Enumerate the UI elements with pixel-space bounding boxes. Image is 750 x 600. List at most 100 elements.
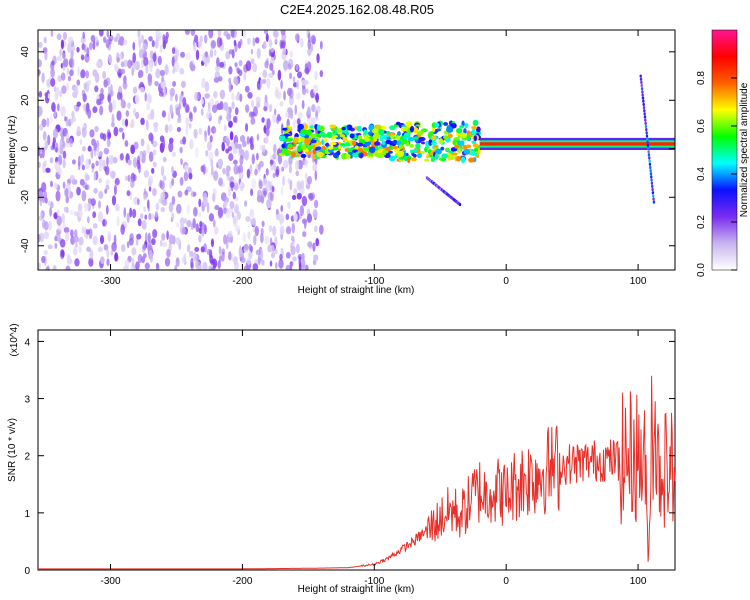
noise-cell <box>47 134 51 146</box>
noise-cell <box>174 264 178 270</box>
noise-cell <box>195 147 199 159</box>
noise-cell <box>209 49 214 59</box>
noise-cell <box>234 203 240 214</box>
noise-cell <box>138 48 144 59</box>
noise-cell <box>120 61 125 68</box>
noise-cell <box>296 92 301 100</box>
noise-cell <box>42 131 47 141</box>
noise-cell <box>282 47 287 56</box>
noise-cell <box>171 56 175 67</box>
noise-cell <box>307 175 313 185</box>
colorbar-scale <box>711 29 738 271</box>
noise-cell <box>193 128 198 139</box>
noise-cell <box>114 65 119 72</box>
noise-cell <box>287 201 291 209</box>
noise-cell <box>265 33 269 43</box>
noise-cell <box>227 186 232 197</box>
noise-cell <box>302 159 308 165</box>
noise-cell <box>90 148 94 159</box>
noise-cell <box>229 131 234 141</box>
band-cell <box>296 153 301 158</box>
noise-cell <box>162 156 167 163</box>
noise-cell <box>120 99 126 109</box>
noise-cell <box>142 43 148 50</box>
band-cell <box>407 157 411 164</box>
noise-cell <box>147 73 153 82</box>
noise-cell <box>41 118 47 128</box>
noise-cell <box>261 259 265 266</box>
noise-cell <box>222 101 229 111</box>
noise-cell <box>232 191 236 200</box>
noise-cell <box>216 57 220 68</box>
band-cell <box>464 122 469 129</box>
noise-cell <box>245 104 250 113</box>
noise-cell <box>245 215 251 222</box>
noise-cell <box>88 42 93 51</box>
noise-cell <box>81 164 86 171</box>
band-cell <box>382 148 387 156</box>
noise-cell <box>159 44 163 53</box>
noise-cell <box>228 81 233 93</box>
noise-cell <box>87 145 92 152</box>
noise-cell <box>92 106 98 114</box>
noise-cell <box>171 195 176 205</box>
noise-cell <box>210 259 215 265</box>
colorbar-tick-label: 0.0 <box>696 263 707 277</box>
noise-cell <box>175 222 180 228</box>
noise-cell <box>308 193 314 201</box>
noise-cell <box>280 30 286 36</box>
noise-cell <box>276 91 282 100</box>
noise-cell <box>305 88 309 94</box>
noise-cell <box>71 159 76 165</box>
band-cell <box>471 128 476 135</box>
noise-cell <box>180 51 186 58</box>
noise-cell <box>148 175 154 185</box>
noise-cell <box>285 264 292 270</box>
noise-cell <box>82 31 86 40</box>
noise-cell <box>159 239 163 248</box>
noise-cell <box>279 225 285 236</box>
noise-cell <box>213 226 219 235</box>
noise-cell <box>313 199 319 209</box>
noise-cell <box>217 207 224 218</box>
noise-cell <box>249 143 255 151</box>
noise-cell <box>225 135 230 142</box>
noise-cell <box>169 95 173 102</box>
noise-cell <box>41 219 46 229</box>
streak-cell <box>458 202 462 207</box>
noise-cell <box>103 147 110 155</box>
noise-cell <box>151 167 155 174</box>
noise-cell <box>295 159 300 171</box>
noise-cell <box>122 118 126 127</box>
streak-cell <box>650 181 654 185</box>
noise-cell <box>250 188 254 197</box>
x-tick-label: -100 <box>364 576 384 587</box>
noise-cell <box>295 243 300 254</box>
noise-cell <box>69 209 74 216</box>
noise-cell <box>274 35 278 44</box>
noise-cell <box>268 49 272 57</box>
noise-cell <box>89 249 94 261</box>
snr-frame <box>37 329 676 571</box>
noise-cell <box>316 105 321 114</box>
band-cell <box>287 143 293 148</box>
noise-cell <box>185 116 190 127</box>
band-cell <box>379 135 384 142</box>
colorbar-tick-label: 0.8 <box>696 71 707 85</box>
noise-cell <box>52 128 59 139</box>
x-tick-label: -300 <box>101 576 121 587</box>
streak-cell <box>644 121 647 125</box>
noise-cell <box>174 61 180 73</box>
noise-cell <box>213 77 220 83</box>
noise-cell <box>91 162 95 169</box>
noise-cell <box>207 107 212 119</box>
noise-cell <box>86 47 90 58</box>
noise-cell <box>138 69 144 78</box>
noise-cell <box>99 150 103 157</box>
noise-cell <box>38 233 41 243</box>
noise-cell <box>270 252 276 259</box>
noise-cell <box>162 39 167 50</box>
noise-cell <box>213 127 217 134</box>
noise-cell <box>204 93 210 99</box>
band-cell <box>409 149 415 154</box>
